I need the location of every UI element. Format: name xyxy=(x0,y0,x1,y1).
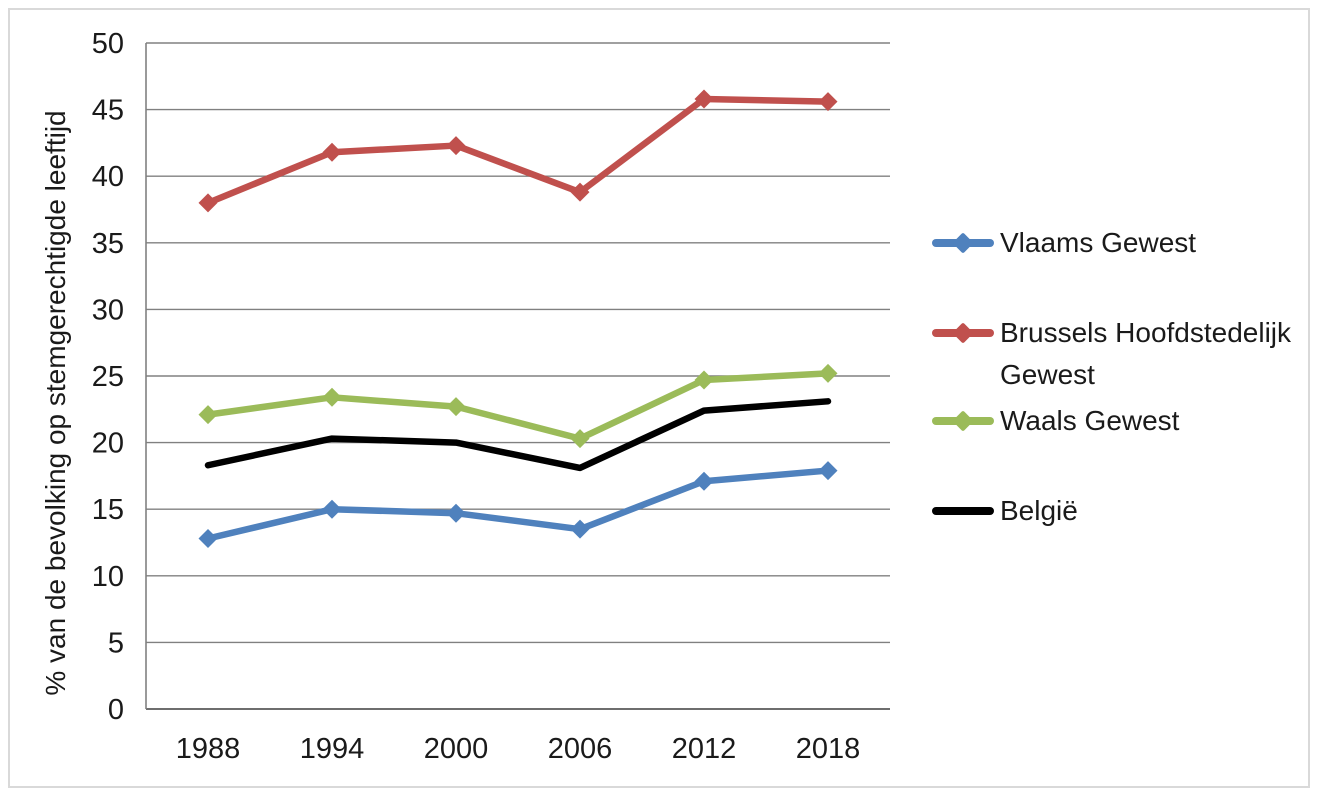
legend-item-brussels-hoofdstedelijk-gewest: Brussels Hoofdstedelijk Gewest xyxy=(932,312,1316,396)
series-line xyxy=(204,467,832,542)
x-tick-label: 1994 xyxy=(300,733,365,765)
data-point-marker xyxy=(570,519,590,539)
x-tick-label: 2006 xyxy=(548,733,613,765)
y-tick-label: 5 xyxy=(108,627,124,659)
data-point-marker xyxy=(198,405,218,425)
series-line xyxy=(204,95,832,207)
legend-diamond-marker xyxy=(952,322,974,344)
data-point-marker xyxy=(446,503,466,523)
data-point-marker xyxy=(570,182,590,202)
y-tick-label: 10 xyxy=(92,561,124,593)
y-tick-label: 45 xyxy=(92,95,124,127)
legend-line-marker xyxy=(932,232,994,254)
data-point-marker xyxy=(198,529,218,549)
series-line xyxy=(204,398,832,472)
legend-line-marker xyxy=(932,507,994,515)
data-point-marker xyxy=(322,142,342,162)
legend-diamond-marker xyxy=(952,410,974,432)
x-tick-label: 1988 xyxy=(176,733,241,765)
data-point-marker xyxy=(322,499,342,519)
legend-label: Waals Gewest xyxy=(1000,405,1180,436)
y-tick-label: 50 xyxy=(92,28,124,60)
data-point-marker xyxy=(694,471,714,491)
y-tick-label: 35 xyxy=(92,228,124,260)
legend-item-vlaams-gewest: Vlaams Gewest xyxy=(932,222,1316,264)
data-point-marker xyxy=(446,136,466,156)
data-point-marker xyxy=(198,193,218,213)
legend-label: Brussels Hoofdstedelijk Gewest xyxy=(1000,317,1292,390)
legend-label: Vlaams Gewest xyxy=(1000,227,1197,258)
legend-item-belgie: België xyxy=(932,490,1316,532)
y-axis-title: % van de bevolking op stemgerechtigde le… xyxy=(40,110,71,696)
y-tick-label: 40 xyxy=(92,161,124,193)
legend-item-waals-gewest: Waals Gewest xyxy=(932,400,1316,442)
y-tick-label: 25 xyxy=(92,361,124,393)
y-tick-label: 15 xyxy=(92,494,124,526)
data-point-marker xyxy=(694,370,714,390)
x-tick-label: 2012 xyxy=(672,733,737,765)
legend-label: België xyxy=(1000,495,1078,526)
legend-diamond-marker xyxy=(952,232,974,254)
y-tick-label: 20 xyxy=(92,428,124,460)
x-tick-label: 2018 xyxy=(796,733,861,765)
data-point-marker xyxy=(818,92,838,112)
data-point-marker xyxy=(446,397,466,417)
y-tick-label: 0 xyxy=(108,694,124,726)
y-tick-label: 30 xyxy=(92,294,124,326)
data-point-marker xyxy=(694,89,714,109)
x-tick-label: 2000 xyxy=(424,733,489,765)
legend-line-marker xyxy=(932,322,994,344)
legend-line-marker xyxy=(932,410,994,432)
data-point-marker xyxy=(322,387,342,407)
data-point-marker xyxy=(818,363,838,383)
series-line xyxy=(204,370,832,442)
data-point-marker xyxy=(818,461,838,481)
data-point-marker xyxy=(570,429,590,449)
